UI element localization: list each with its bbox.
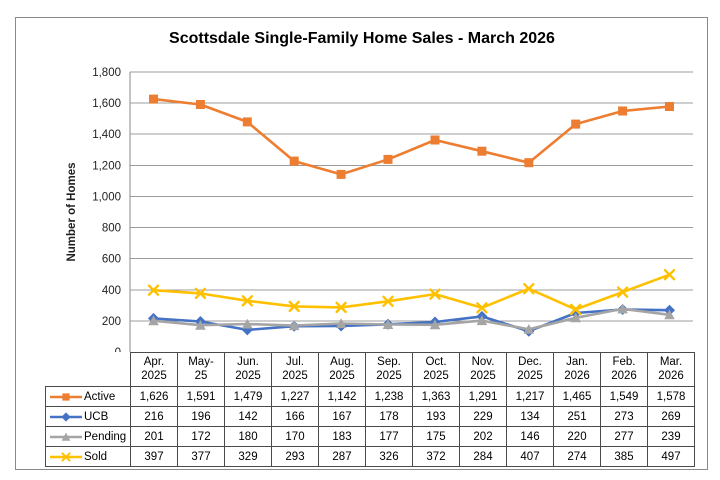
value-cell: 229 <box>459 406 507 427</box>
value-cell: 167 <box>318 406 366 427</box>
table-header-row: Apr. 2025 May- 25 Jun. 2025 Jul. 2025 Aug. 2… <box>46 352 695 387</box>
legend-marker-active-icon <box>50 392 82 401</box>
x-axis-label: Nov. 2025 <box>459 352 507 387</box>
value-cell: 220 <box>553 426 601 447</box>
svg-text:1,400: 1,400 <box>92 129 121 141</box>
value-cell: 172 <box>177 426 225 447</box>
data-table: Apr. 2025 May- 25 Jun. 2025 Jul. 2025 Aug. 2… <box>45 352 695 467</box>
legend-marker-ucb-icon <box>50 411 82 422</box>
legend-marker-pending-icon <box>50 432 82 441</box>
value-cell: 146 <box>506 426 554 447</box>
value-cell: 1,479 <box>224 386 272 407</box>
value-cell: 397 <box>130 446 178 467</box>
value-cell: 385 <box>600 446 648 467</box>
value-cell: 134 <box>506 406 554 427</box>
table-row-ucb: UCB 216 196 142 166 167 178 193 229 134 251 273 269 <box>45 406 695 427</box>
series-sold <box>147 269 676 316</box>
value-cell: 274 <box>553 446 601 467</box>
value-cell: 277 <box>600 426 648 447</box>
legend-cell-sold: Sold <box>45 446 131 467</box>
value-cell: 1,142 <box>318 386 366 407</box>
value-cell: 372 <box>412 446 460 467</box>
value-cell: 170 <box>271 426 319 447</box>
series-pending <box>148 303 675 334</box>
value-cell: 201 <box>130 426 178 447</box>
legend-marker-sold-icon <box>50 451 82 462</box>
value-cell: 177 <box>365 426 413 447</box>
value-cell: 196 <box>177 406 225 427</box>
value-cell: 273 <box>600 406 648 427</box>
value-cell: 239 <box>647 426 695 447</box>
value-cell: 1,578 <box>647 386 695 407</box>
value-cell: 1,363 <box>412 386 460 407</box>
value-cell: 1,217 <box>506 386 554 407</box>
svg-text:600: 600 <box>102 254 121 266</box>
value-cell: 1,626 <box>130 386 178 407</box>
value-cell: 1,549 <box>600 386 648 407</box>
value-cell: 284 <box>459 446 507 467</box>
series-ucb <box>148 304 675 337</box>
value-cell: 202 <box>459 426 507 447</box>
value-cell: 1,591 <box>177 386 225 407</box>
value-cell: 183 <box>318 426 366 447</box>
x-axis-label: Jan. 2026 <box>553 352 601 387</box>
value-cell: 287 <box>318 446 366 467</box>
value-cell: 251 <box>553 406 601 427</box>
x-axis-label: May- 25 <box>177 352 225 387</box>
value-cell: 178 <box>365 406 413 427</box>
svg-text:400: 400 <box>102 285 121 297</box>
x-axis-label: Dec. 2025 <box>506 352 554 387</box>
value-cell: 142 <box>224 406 272 427</box>
value-cell: 407 <box>506 446 554 467</box>
value-cell: 216 <box>130 406 178 427</box>
value-cell: 1,238 <box>365 386 413 407</box>
value-cell: 175 <box>412 426 460 447</box>
svg-text:800: 800 <box>102 223 121 235</box>
series-name: Sold <box>84 450 108 463</box>
x-axis-label: Jul. 2025 <box>271 352 319 387</box>
value-cell: 326 <box>365 446 413 467</box>
svg-text:1,200: 1,200 <box>92 160 121 172</box>
value-cell: 329 <box>224 446 272 467</box>
value-cell: 166 <box>271 406 319 427</box>
x-axis-label: Apr. 2025 <box>130 352 178 387</box>
svg-text:1,800: 1,800 <box>92 67 121 79</box>
value-cell: 377 <box>177 446 225 467</box>
series-active <box>149 94 674 179</box>
value-cell: 1,291 <box>459 386 507 407</box>
legend-cell-active: Active <box>45 386 131 407</box>
value-cell: 180 <box>224 426 272 447</box>
svg-text:200: 200 <box>102 316 121 328</box>
x-axis-label: Aug. 2025 <box>318 352 366 387</box>
svg-text:1,600: 1,600 <box>92 98 121 110</box>
series-name: UCB <box>84 410 109 423</box>
table-row-pending: Pending 201 172 180 170 183 177 175 202 146 220 277… <box>45 426 695 447</box>
table-corner-cell <box>46 353 131 387</box>
x-axis-label: Feb. 2026 <box>600 352 648 387</box>
series-name: Pending <box>84 430 127 443</box>
table-row-active: Active 1,626 1,591 1,479 1,227 1,142 1,238 1,36… <box>45 386 695 407</box>
legend-cell-ucb: UCB <box>45 406 131 427</box>
value-cell: 1,465 <box>553 386 601 407</box>
chart-title: Scottsdale Single-Family Home Sales - Ma… <box>169 30 555 47</box>
value-cell: 269 <box>647 406 695 427</box>
legend-cell-pending: Pending <box>45 426 131 447</box>
x-axis-label: Sep. 2025 <box>365 352 413 387</box>
svg-text:1,000: 1,000 <box>92 191 121 203</box>
x-axis-label: Jun. 2025 <box>224 352 272 387</box>
x-axis-label: Mar. 2026 <box>647 352 695 387</box>
value-cell: 1,227 <box>271 386 319 407</box>
value-cell: 497 <box>647 446 695 467</box>
value-cell: 293 <box>271 446 319 467</box>
table-row-sold: Sold 397 377 329 293 287 326 372 284 407 274 385 497 <box>45 446 695 467</box>
series-name: Active <box>84 390 116 403</box>
y-gridlines <box>129 71 693 352</box>
x-axis-label: Oct. 2025 <box>412 352 460 387</box>
value-cell: 193 <box>412 406 460 427</box>
